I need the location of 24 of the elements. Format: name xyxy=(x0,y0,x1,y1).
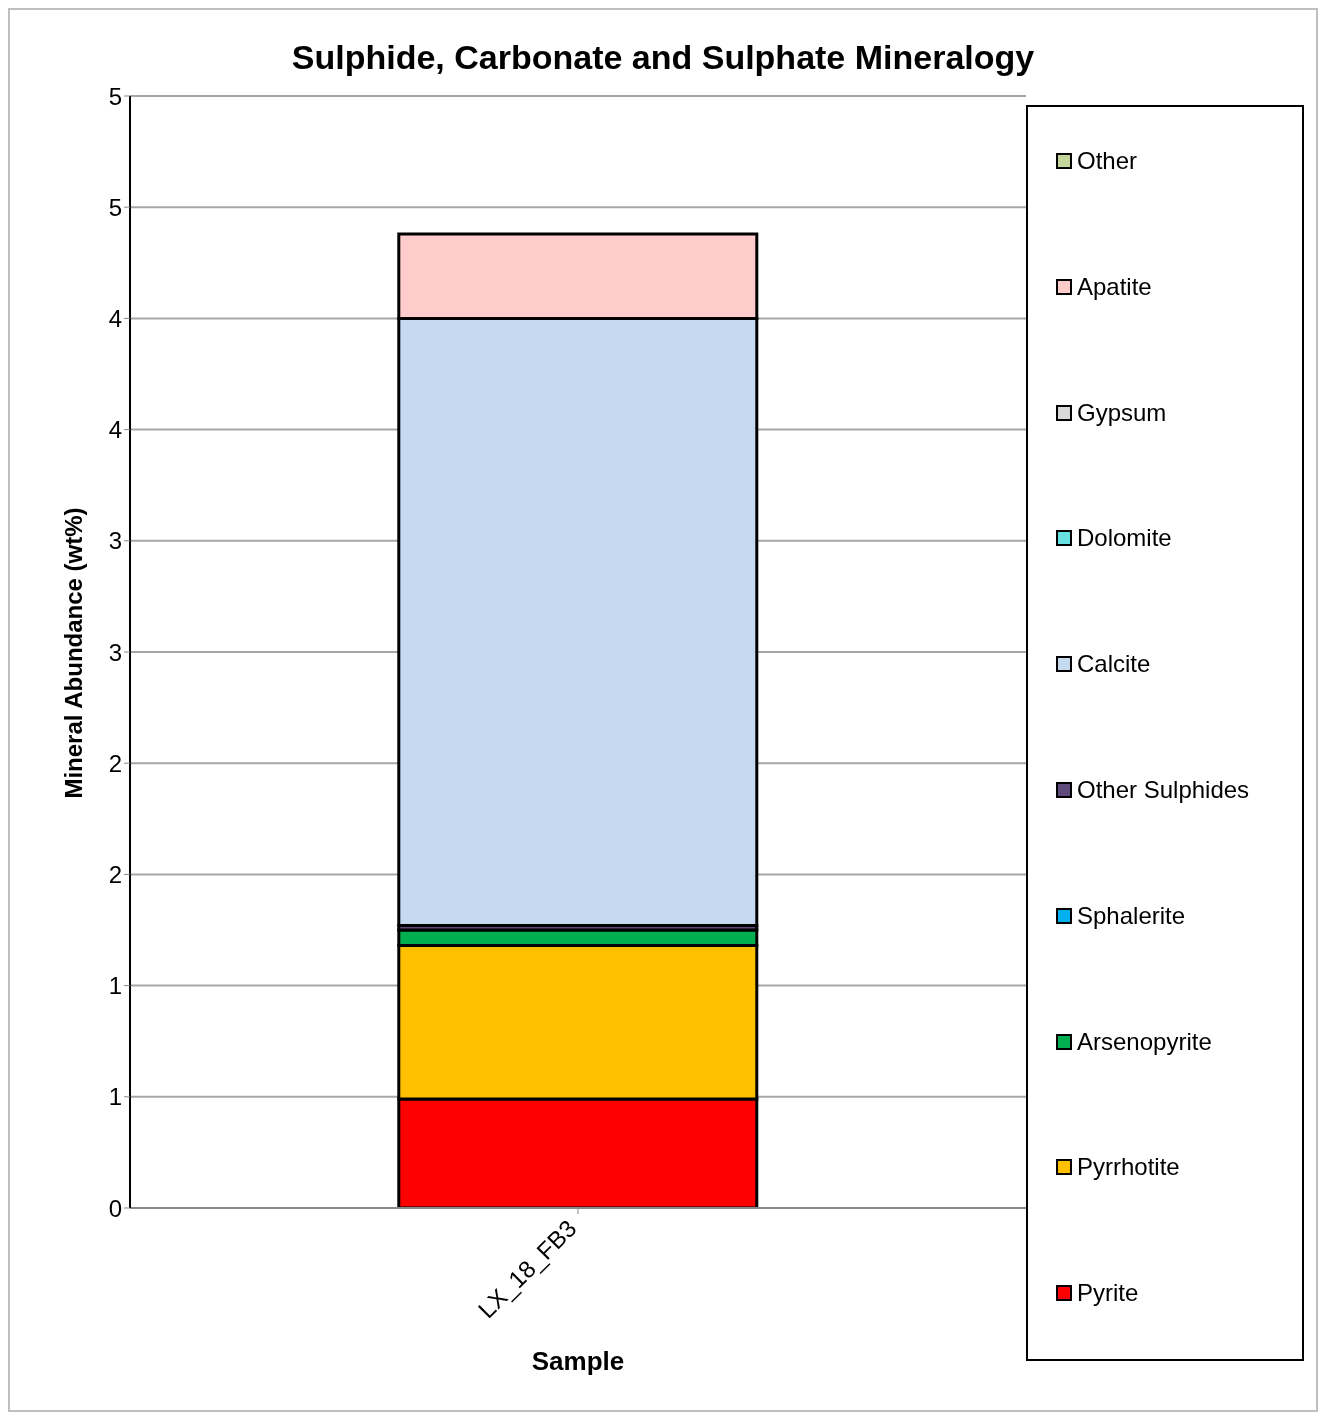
y-tick-label: 5 xyxy=(108,193,122,221)
y-tick-label: 0 xyxy=(108,1194,122,1222)
legend-label: Apatite xyxy=(1077,272,1152,301)
legend-label: Pyrite xyxy=(1077,1279,1139,1308)
legend-label: Gypsum xyxy=(1077,398,1167,427)
y-tick-label: 1 xyxy=(108,972,122,1000)
legend-label: Pyrrhotite xyxy=(1077,1153,1180,1182)
y-tick-label: 5 xyxy=(108,82,122,110)
legend-label: Arsenopyrite xyxy=(1077,1027,1212,1056)
legend-label: Dolomite xyxy=(1077,524,1172,553)
legend-label: Other xyxy=(1077,147,1138,175)
y-axis-title: Mineral Abundance (wt%) xyxy=(60,507,88,799)
legend-label: Other Sulphides xyxy=(1077,775,1250,804)
y-tick-label: 4 xyxy=(108,304,122,332)
y-tick-label: 3 xyxy=(108,638,122,666)
y-tick-label: 4 xyxy=(108,416,122,444)
y-tick-label: 3 xyxy=(108,527,122,555)
y-tick-label: 2 xyxy=(108,860,122,888)
y-tick-label: 1 xyxy=(108,1083,122,1111)
x-axis-title: Sample xyxy=(531,1346,625,1376)
y-tick-label: 2 xyxy=(108,749,122,777)
legend-label: Sphalerite xyxy=(1077,901,1186,930)
chart-title: Sulphide, Carbonate and Sulphate Mineralogy xyxy=(290,38,1036,77)
legend-label: Calcite xyxy=(1077,650,1151,679)
